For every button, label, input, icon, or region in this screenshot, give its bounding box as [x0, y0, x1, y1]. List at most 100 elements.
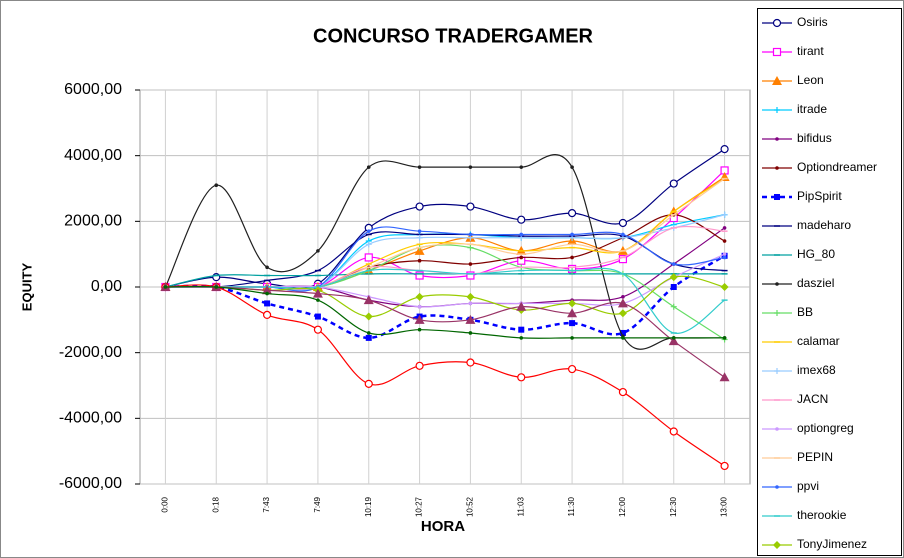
legend-label: dasziel: [797, 276, 834, 290]
marker: [518, 326, 525, 333]
x-tick-label: 10:52: [466, 496, 475, 517]
marker: [415, 361, 424, 370]
marker: [720, 283, 729, 291]
marker: [774, 368, 780, 374]
series-line: [165, 285, 725, 339]
marker: [775, 166, 779, 170]
marker: [570, 336, 574, 340]
marker: [669, 427, 678, 436]
marker: [416, 234, 423, 241]
legend-label: JACN: [797, 392, 828, 406]
marker: [670, 303, 677, 310]
marker: [720, 145, 729, 154]
legend: [757, 8, 902, 556]
marker: [722, 336, 727, 340]
legend-label: itrade: [797, 102, 827, 116]
marker: [364, 379, 373, 388]
marker: [366, 229, 371, 233]
marker: [570, 232, 574, 237]
marker: [516, 301, 527, 311]
marker: [214, 285, 219, 289]
x-axis-title: HORA: [421, 518, 465, 535]
marker: [468, 331, 473, 335]
marker: [567, 209, 577, 218]
x-tick-label: 7:49: [313, 496, 322, 512]
x-tick-label: 0:18: [211, 496, 220, 512]
marker: [670, 284, 677, 290]
marker: [364, 312, 373, 321]
marker: [468, 165, 473, 169]
marker: [719, 372, 730, 382]
marker: [671, 262, 676, 266]
legend-label: Leon: [797, 73, 824, 87]
marker: [415, 202, 424, 211]
legend-label: tirant: [797, 44, 824, 58]
marker: [415, 292, 424, 301]
marker: [618, 387, 628, 397]
marker: [365, 241, 372, 248]
marker: [365, 334, 372, 341]
marker: [163, 285, 168, 289]
y-axis-title: EQUITY: [19, 262, 34, 311]
marker: [721, 211, 728, 218]
x-tick-label: 12:30: [669, 496, 678, 517]
legend-label: PipSpirit: [797, 189, 842, 203]
marker: [774, 310, 780, 316]
legend-label: TonyJimenez: [797, 537, 867, 551]
marker: [774, 194, 780, 200]
marker: [467, 244, 474, 251]
legend-label: therookie: [797, 508, 847, 522]
marker: [669, 273, 678, 282]
legend-label: BB: [797, 305, 813, 319]
marker: [774, 107, 780, 113]
marker: [618, 309, 627, 318]
legend-label: optiongreg: [797, 421, 854, 435]
marker: [364, 253, 373, 262]
marker: [775, 427, 779, 431]
marker: [568, 299, 577, 308]
x-tick-label: 12:00: [618, 496, 627, 517]
marker: [618, 218, 628, 228]
marker: [316, 298, 320, 302]
marker: [772, 76, 782, 85]
marker: [265, 265, 269, 270]
marker: [466, 358, 475, 367]
marker: [621, 336, 625, 340]
marker: [214, 183, 219, 188]
marker: [621, 295, 625, 299]
legend-label: calamar: [797, 334, 840, 348]
marker: [722, 239, 727, 243]
marker: [619, 329, 626, 336]
series-line: [165, 273, 725, 288]
marker: [519, 255, 524, 260]
marker: [720, 461, 729, 471]
marker: [570, 165, 574, 169]
marker: [417, 229, 422, 233]
marker: [772, 18, 782, 28]
legend-label: Optiondreamer: [797, 160, 877, 174]
legend-label: bifidus: [797, 131, 832, 145]
legend-label: Osiris: [797, 15, 828, 29]
y-tick-label: -2000,00: [59, 344, 122, 361]
y-tick-label: -4000,00: [59, 410, 122, 427]
x-tick-label: 11:30: [567, 496, 576, 516]
marker: [366, 165, 371, 169]
marker: [417, 304, 422, 309]
marker: [417, 165, 422, 169]
marker: [567, 308, 578, 318]
marker: [772, 47, 782, 57]
marker: [519, 336, 524, 340]
marker: [617, 298, 628, 308]
marker: [569, 320, 576, 327]
x-tick-label: 10:27: [415, 496, 424, 517]
marker: [262, 310, 272, 320]
marker: [316, 249, 320, 253]
marker: [517, 215, 526, 224]
marker: [262, 285, 273, 295]
marker: [417, 327, 422, 332]
marker: [570, 255, 574, 260]
y-tick-label: -6000,00: [59, 475, 122, 492]
marker: [466, 292, 475, 301]
marker: [517, 373, 526, 382]
x-tick-label: 11:03: [516, 496, 525, 516]
